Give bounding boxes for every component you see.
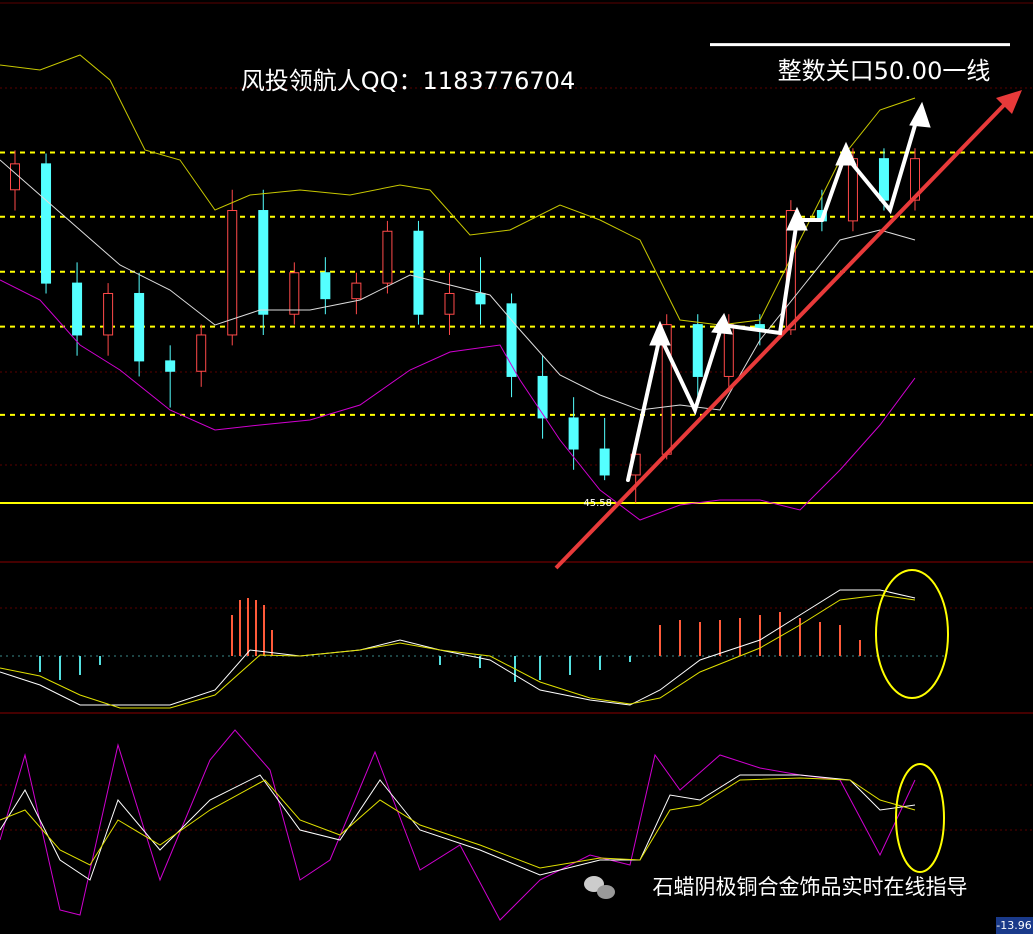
candle-body [196, 334, 207, 372]
j-line [0, 729, 916, 921]
d-line [0, 777, 916, 869]
candle-body [41, 163, 52, 284]
k-line [0, 774, 916, 881]
readout-box [996, 917, 1033, 934]
candle-body [72, 282, 83, 336]
upper-band [0, 54, 916, 326]
panel-grid [0, 2, 1033, 831]
indicator-readout: -13.96 [996, 919, 1031, 932]
candle-body [134, 292, 145, 362]
candle-body [475, 292, 486, 305]
chart-title: 风投领航人QQ：1183776704 [241, 67, 575, 95]
zigzag-arrows [626, 101, 931, 482]
signal-line [0, 594, 916, 709]
highlight-ellipse [895, 763, 945, 873]
candle-body [413, 230, 424, 315]
highlight-ellipse [875, 569, 949, 699]
candle-body [351, 282, 362, 300]
macd-line [0, 589, 916, 706]
macd-histogram-up [231, 598, 861, 656]
lower-band [0, 279, 916, 521]
candle-body [910, 158, 920, 201]
candle-body [878, 158, 889, 201]
candle-body [568, 417, 579, 450]
candle-body [289, 272, 300, 315]
candle-body [10, 163, 20, 191]
annotation: 整数关口50.00一线 [778, 57, 991, 85]
candle-body [692, 324, 703, 377]
candle-body [506, 303, 517, 377]
candle-body [320, 272, 331, 300]
candle-body [444, 292, 455, 315]
candle-body [165, 360, 176, 372]
candle-body [599, 448, 610, 476]
candle-body [103, 292, 114, 336]
low-marker-label: 45.58 [583, 498, 612, 509]
candle-body [227, 210, 238, 336]
watermark-icon [584, 876, 615, 899]
candle-body [258, 210, 269, 315]
watermark: 石蜡阴极铜合金饰品实时在线指导 [653, 875, 968, 899]
candle-body [382, 230, 393, 284]
middle-band [0, 159, 916, 411]
candle-body [537, 375, 548, 419]
trend-arrow [554, 90, 1022, 570]
